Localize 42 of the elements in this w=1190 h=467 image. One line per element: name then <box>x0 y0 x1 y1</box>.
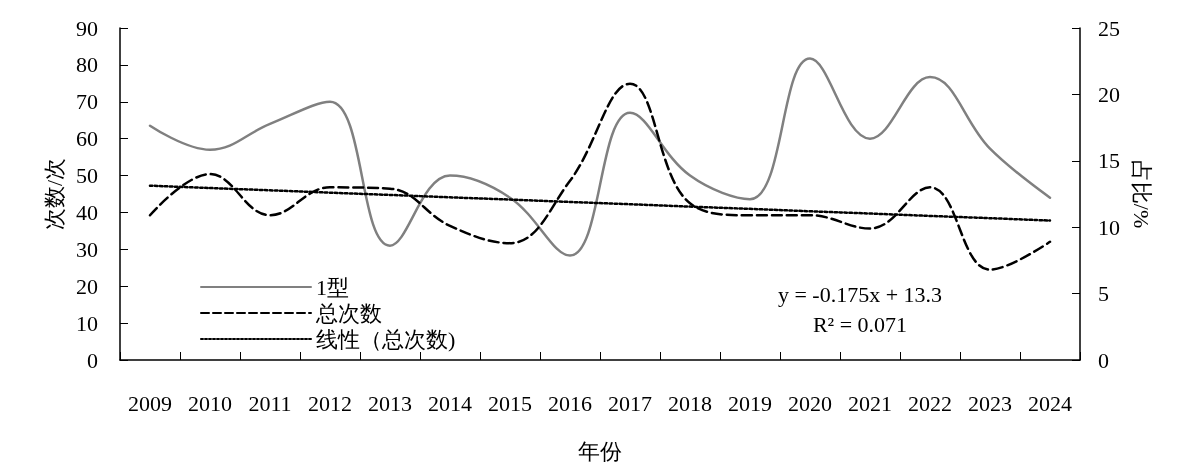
y-tick-label: 60 <box>76 126 98 152</box>
y2-tick-label: 15 <box>1098 148 1120 174</box>
x-tick-label: 2015 <box>488 390 532 416</box>
line-series <box>148 57 1052 257</box>
legend-label: 线性（总次数) <box>316 326 456 352</box>
y-tick-label: 70 <box>76 89 98 115</box>
x-tick-label: 2011 <box>248 390 292 416</box>
y-tick-label: 80 <box>76 52 98 78</box>
x-tick-label: 2023 <box>968 390 1012 416</box>
y-tick-label: 90 <box>76 15 98 41</box>
y2-tick-label: 25 <box>1098 15 1120 41</box>
y2-tick-label: 20 <box>1098 81 1120 107</box>
x-tick-label: 2014 <box>428 390 472 416</box>
x-tick-label: 2012 <box>308 390 352 416</box>
annotation: R² = 0.071 <box>812 311 908 337</box>
legend-label: 1型 <box>316 274 349 300</box>
y-tick-label: 0 <box>87 347 98 373</box>
x-tick-label: 2013 <box>368 390 412 416</box>
y2-tick-label: 0 <box>1098 347 1109 373</box>
line-series <box>148 82 1052 271</box>
y2-tick-label: 5 <box>1098 281 1109 307</box>
x-axis-title: 年份 <box>578 438 622 464</box>
y-tick-label: 30 <box>76 236 98 262</box>
x-tick-label: 2010 <box>188 390 232 416</box>
x-tick-label: 2020 <box>788 390 832 416</box>
y2-tick-label: 10 <box>1098 214 1120 240</box>
y-tick-label: 10 <box>76 310 98 336</box>
x-tick-label: 2016 <box>548 390 592 416</box>
x-tick-label: 2017 <box>608 390 652 416</box>
legend-label: 总次数 <box>315 300 382 326</box>
annotation: y = -0.175x + 13.3 <box>777 281 943 307</box>
y2-axis-title: 占比/% <box>1129 159 1155 229</box>
x-tick-label: 2009 <box>128 390 172 416</box>
x-tick-label: 2018 <box>668 390 712 416</box>
x-tick-label: 2019 <box>728 390 772 416</box>
y-tick-label: 40 <box>76 199 98 225</box>
y-axis-title: 次数/次 <box>41 157 67 231</box>
y-tick-label: 50 <box>76 163 98 189</box>
x-tick-label: 2022 <box>908 390 952 416</box>
x-tick-label: 2021 <box>848 390 892 416</box>
y-tick-label: 20 <box>76 273 98 299</box>
x-tick-label: 2024 <box>1028 390 1072 416</box>
